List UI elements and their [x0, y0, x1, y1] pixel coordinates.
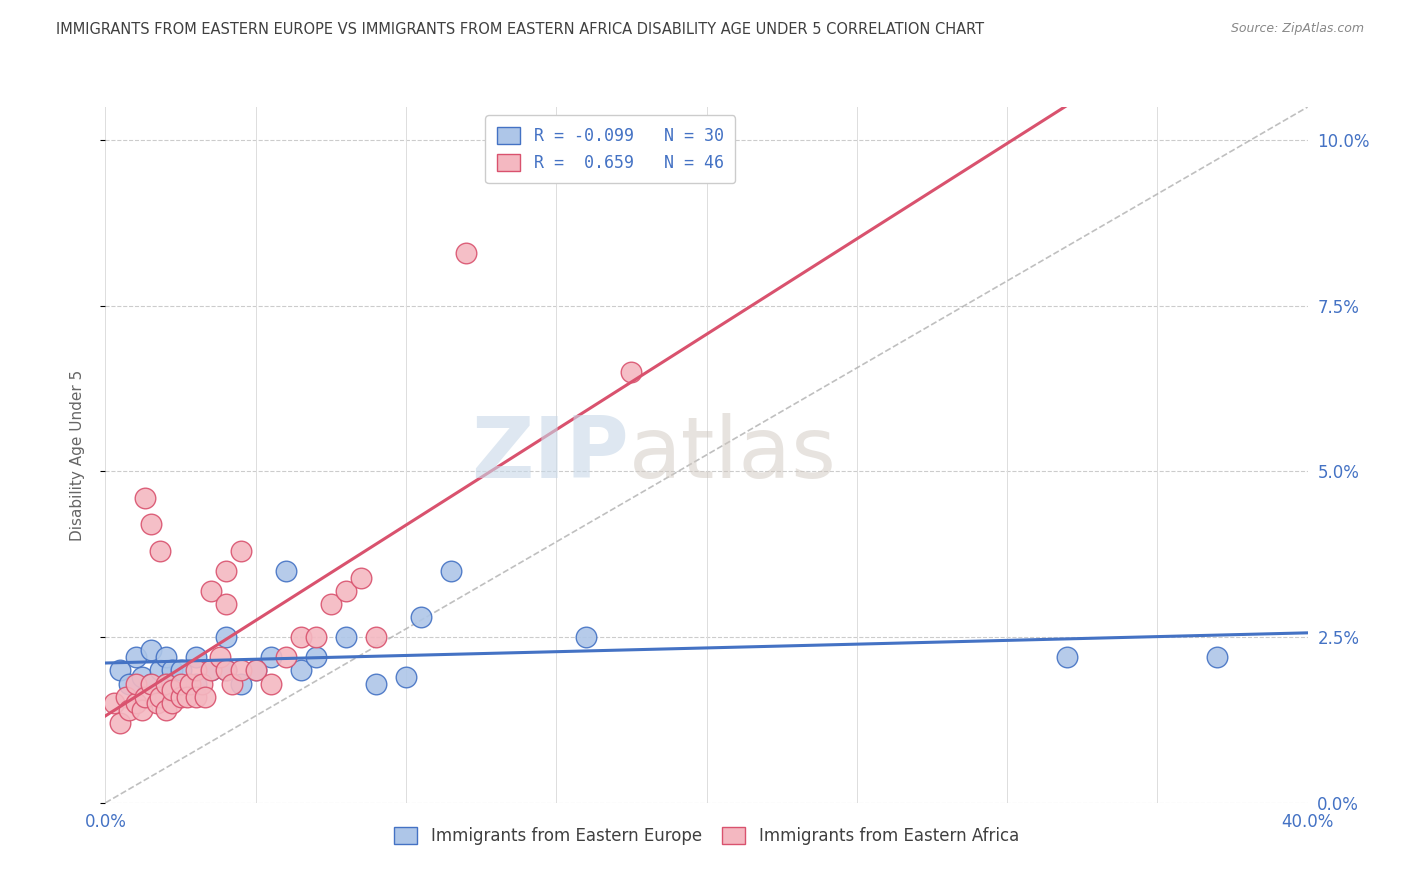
Point	[335, 583, 357, 598]
Point	[169, 663, 191, 677]
Text: atlas: atlas	[628, 413, 837, 497]
Point	[620, 365, 643, 379]
Point	[200, 663, 222, 677]
Point	[139, 676, 162, 690]
Point	[160, 697, 183, 711]
Point	[260, 650, 283, 665]
Point	[139, 643, 162, 657]
Point	[155, 676, 177, 690]
Point	[134, 491, 156, 505]
Point	[290, 630, 312, 644]
Text: ZIP: ZIP	[471, 413, 628, 497]
Point	[155, 676, 177, 690]
Point	[124, 676, 146, 690]
Point	[110, 716, 132, 731]
Point	[214, 663, 236, 677]
Point	[319, 597, 342, 611]
Point	[118, 676, 141, 690]
Point	[184, 650, 207, 665]
Point	[124, 697, 146, 711]
Point	[134, 690, 156, 704]
Point	[274, 650, 297, 665]
Point	[200, 583, 222, 598]
Point	[1056, 650, 1078, 665]
Point	[409, 610, 432, 624]
Point	[139, 517, 162, 532]
Point	[190, 676, 212, 690]
Point	[169, 690, 191, 704]
Point	[229, 676, 252, 690]
Point	[229, 663, 252, 677]
Point	[148, 663, 170, 677]
Point	[208, 650, 231, 665]
Y-axis label: Disability Age Under 5: Disability Age Under 5	[70, 369, 84, 541]
Point	[305, 650, 328, 665]
Point	[305, 630, 328, 644]
Point	[440, 564, 463, 578]
Point	[160, 663, 183, 677]
Point	[350, 570, 373, 584]
Point	[214, 663, 236, 677]
Point	[245, 663, 267, 677]
Point	[155, 703, 177, 717]
Point	[260, 676, 283, 690]
Point	[364, 630, 387, 644]
Point	[110, 663, 132, 677]
Point	[124, 650, 146, 665]
Point	[221, 676, 243, 690]
Text: Source: ZipAtlas.com: Source: ZipAtlas.com	[1230, 22, 1364, 36]
Point	[139, 676, 162, 690]
Point	[290, 663, 312, 677]
Point	[184, 663, 207, 677]
Point	[575, 630, 598, 644]
Point	[169, 676, 191, 690]
Point	[454, 245, 477, 260]
Point	[245, 663, 267, 677]
Point	[214, 597, 236, 611]
Point	[148, 690, 170, 704]
Point	[131, 703, 153, 717]
Text: IMMIGRANTS FROM EASTERN EUROPE VS IMMIGRANTS FROM EASTERN AFRICA DISABILITY AGE : IMMIGRANTS FROM EASTERN EUROPE VS IMMIGR…	[56, 22, 984, 37]
Point	[200, 663, 222, 677]
Point	[179, 676, 201, 690]
Point	[194, 690, 217, 704]
Point	[160, 683, 183, 698]
Point	[364, 676, 387, 690]
Point	[184, 676, 207, 690]
Point	[395, 670, 418, 684]
Point	[115, 690, 138, 704]
Legend: Immigrants from Eastern Europe, Immigrants from Eastern Africa: Immigrants from Eastern Europe, Immigran…	[385, 819, 1028, 854]
Point	[145, 697, 167, 711]
Point	[214, 564, 236, 578]
Point	[335, 630, 357, 644]
Point	[148, 544, 170, 558]
Point	[131, 670, 153, 684]
Point	[214, 630, 236, 644]
Point	[155, 650, 177, 665]
Point	[1206, 650, 1229, 665]
Point	[103, 697, 125, 711]
Point	[118, 703, 141, 717]
Point	[229, 544, 252, 558]
Point	[184, 690, 207, 704]
Point	[274, 564, 297, 578]
Point	[176, 690, 198, 704]
